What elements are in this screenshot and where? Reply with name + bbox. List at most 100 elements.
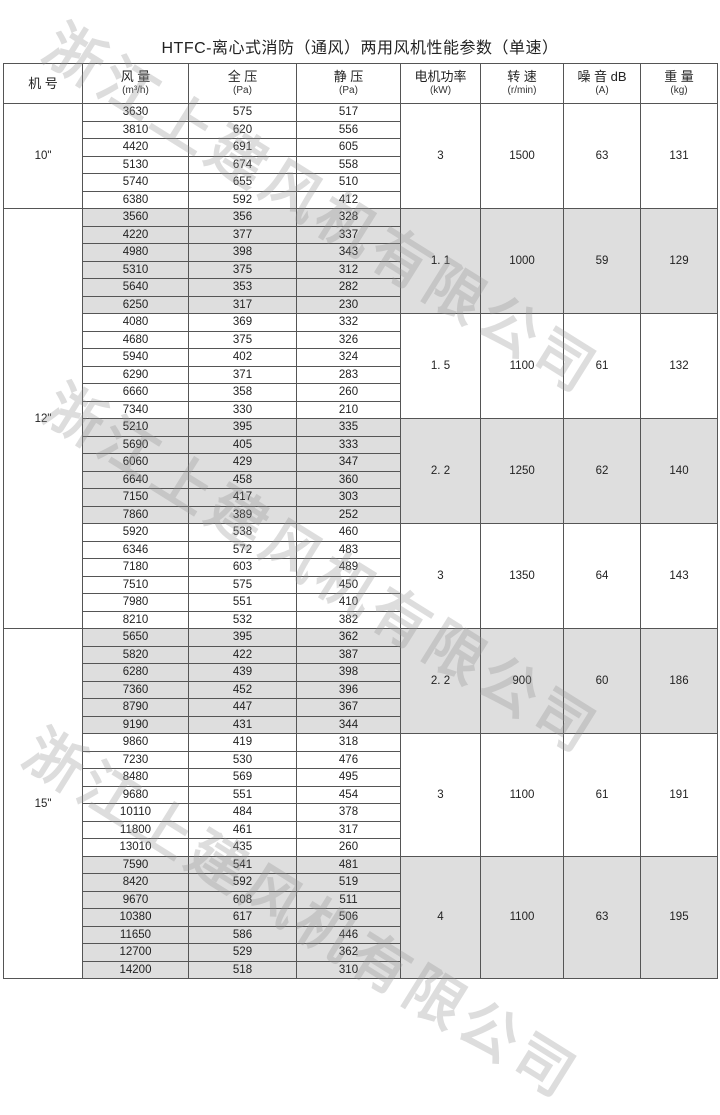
model-cell: 10" — [3, 103, 83, 209]
static-pressure-cell: 446 — [296, 925, 401, 944]
static-pressure-cell: 337 — [296, 225, 401, 244]
total-pressure-cell: 375 — [188, 260, 297, 279]
header-speed: 转 速 (r/min) — [480, 63, 564, 104]
total-pressure-cell: 603 — [188, 558, 297, 577]
static-pressure-cell: 332 — [296, 313, 401, 332]
header-static-pressure: 静 压 (Pa) — [296, 63, 401, 104]
total-pressure-cell: 330 — [188, 400, 297, 419]
static-pressure-cell: 476 — [296, 750, 401, 769]
airflow-cell: 6250 — [82, 295, 189, 314]
performance-table: 机 号 风 量 (m³/h) 全 压 (Pa) 静 压 (Pa) 电机功率 (kW) 转… — [3, 63, 718, 979]
total-pressure-cell: 377 — [188, 225, 297, 244]
static-pressure-cell: 360 — [296, 470, 401, 489]
airflow-cell: 8790 — [82, 698, 189, 717]
header-label: 机 号 — [28, 75, 58, 91]
table-body: 10" 3630 575 517 3 1500 63 131 3810 620 556 4420 691… — [3, 103, 718, 979]
total-pressure-cell: 317 — [188, 295, 297, 314]
static-pressure-cell: 328 — [296, 208, 401, 227]
airflow-cell: 5210 — [82, 418, 189, 437]
airflow-cell: 9860 — [82, 733, 189, 752]
motor-power-cell: 3 — [400, 103, 481, 209]
static-pressure-cell: 260 — [296, 383, 401, 402]
table-row: 10" 3630 575 517 3 1500 63 131 — [3, 103, 718, 209]
speed-cell: 900 — [480, 628, 564, 734]
static-pressure-cell: 230 — [296, 295, 401, 314]
total-pressure-cell: 419 — [188, 733, 297, 752]
table-row: 5210 395 335 2. 2 1250 62 140 — [4, 418, 718, 524]
airflow-cell: 3560 — [82, 208, 189, 227]
table-row: 14200 518 310 — [4, 960, 718, 979]
table-row: 5940 402 324 — [4, 348, 718, 367]
airflow-cell: 7230 — [82, 750, 189, 769]
header-unit: (Pa) — [339, 84, 358, 96]
total-pressure-cell: 572 — [188, 540, 297, 559]
airflow-cell: 6640 — [82, 470, 189, 489]
table-row: 5820 422 387 — [4, 645, 718, 664]
airflow-cell: 5820 — [82, 645, 189, 664]
motor-power-cell: 2. 2 — [400, 418, 481, 524]
static-pressure-cell: 506 — [296, 908, 401, 927]
noise-cell: 63 — [563, 855, 641, 979]
airflow-cell: 9190 — [82, 715, 189, 734]
model-cell: 15" — [3, 628, 83, 979]
motor-power-cell: 1. 1 — [400, 208, 481, 314]
table-row: 10380 617 506 — [4, 908, 718, 927]
total-pressure-cell: 402 — [188, 348, 297, 367]
header-unit: (r/min) — [507, 84, 537, 96]
table-row: 6280 439 398 — [4, 663, 718, 682]
motor-power-cell: 3 — [400, 733, 481, 857]
header-model: 机 号 — [3, 63, 83, 104]
total-pressure-cell: 353 — [188, 278, 297, 297]
airflow-cell: 10110 — [82, 803, 189, 822]
airflow-cell: 5650 — [82, 628, 189, 647]
table-row: 9860 419 318 3 1100 61 191 — [4, 733, 718, 857]
airflow-cell: 7360 — [82, 680, 189, 699]
header-label: 重 量 — [664, 68, 694, 84]
noise-cell: 64 — [563, 523, 641, 629]
weight-cell: 140 — [640, 418, 718, 524]
total-pressure-cell: 529 — [188, 943, 297, 962]
model-cell: 12" — [3, 208, 83, 629]
weight-cell: 195 — [640, 855, 718, 979]
table-row: 4980 398 343 — [4, 243, 718, 262]
static-pressure-cell: 410 — [296, 593, 401, 612]
total-pressure-cell: 592 — [188, 190, 297, 209]
table-row: 6290 371 283 — [4, 365, 718, 384]
total-pressure-cell: 389 — [188, 505, 297, 524]
airflow-cell: 6380 — [82, 190, 189, 209]
noise-cell: 62 — [563, 418, 641, 524]
table-row: 9190 431 344 — [4, 715, 718, 734]
total-pressure-cell: 586 — [188, 925, 297, 944]
static-pressure-cell: 344 — [296, 715, 401, 734]
airflow-cell: 14200 — [82, 960, 189, 979]
table-row: 6060 429 347 — [4, 453, 718, 472]
airflow-cell: 11800 — [82, 820, 189, 839]
airflow-cell: 4220 — [82, 225, 189, 244]
total-pressure-cell: 541 — [188, 855, 297, 874]
static-pressure-cell: 347 — [296, 453, 401, 472]
total-pressure-cell: 617 — [188, 908, 297, 927]
static-pressure-cell: 210 — [296, 400, 401, 419]
airflow-cell: 3810 — [82, 120, 189, 139]
airflow-cell: 5940 — [82, 348, 189, 367]
total-pressure-cell: 369 — [188, 313, 297, 332]
static-pressure-cell: 396 — [296, 680, 401, 699]
motor-power-cell: 3 — [400, 523, 481, 629]
static-pressure-cell: 312 — [296, 260, 401, 279]
header-airflow: 风 量 (m³/h) — [82, 63, 189, 104]
total-pressure-cell: 458 — [188, 470, 297, 489]
total-pressure-cell: 417 — [188, 488, 297, 507]
static-pressure-cell: 412 — [296, 190, 401, 209]
static-pressure-cell: 481 — [296, 855, 401, 874]
header-unit: (kW) — [429, 84, 452, 96]
airflow-cell: 7980 — [82, 593, 189, 612]
header-weight: 重 量 (kg) — [640, 63, 718, 104]
total-pressure-cell: 551 — [188, 785, 297, 804]
airflow-cell: 8420 — [82, 873, 189, 892]
table-row: 5740 655 510 — [4, 173, 718, 192]
static-pressure-cell: 252 — [296, 505, 401, 524]
static-pressure-cell: 310 — [296, 960, 401, 979]
table-row: 7860 389 252 — [4, 505, 718, 524]
static-pressure-cell: 362 — [296, 943, 401, 962]
table-row: 11650 586 446 — [4, 925, 718, 944]
